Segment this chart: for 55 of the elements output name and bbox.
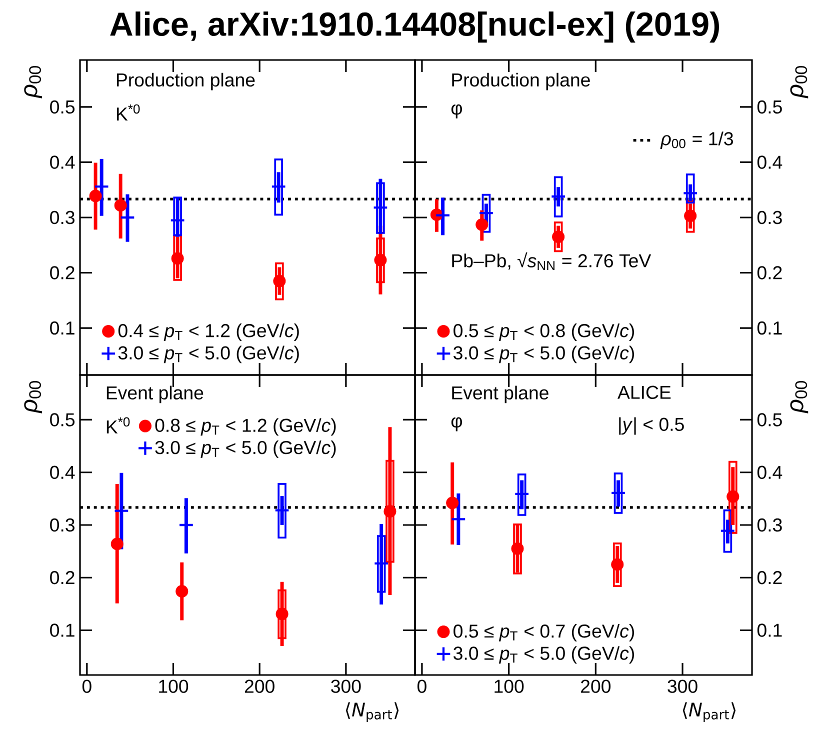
- y-tick-label: 0.2: [50, 571, 74, 584]
- y-tick-label: 0.3: [757, 518, 782, 532]
- x-tick-label: 200: [581, 680, 611, 693]
- y-axis-title: ρ$_{00}$: [24, 66, 42, 98]
- x-axis-title: ⟨N$_{part}$⟩: [346, 702, 399, 722]
- y-tick-label: 0.5: [50, 100, 75, 114]
- y-tick-label: 0.4: [757, 156, 782, 169]
- annotation: Production plane: [452, 72, 590, 90]
- legend-label: 0.8 ≤ p$_{T}$ < 1.2 (GeV/c): [155, 418, 336, 436]
- y-tick-label: 0.5: [50, 413, 75, 426]
- x-tick-label: 300: [668, 680, 698, 693]
- y-tick-label: 0.2: [757, 571, 782, 584]
- y-tick-label: 0.5: [757, 100, 782, 114]
- annotation: K$^{*0}$: [106, 417, 130, 434]
- legend-label: 0.5 ≤ p$_{T}$ < 0.7 (GeV/c): [454, 624, 634, 642]
- annotation: Production plane: [116, 72, 255, 90]
- chart-title: Alice, arXiv:1910.14408[nucl-ex] (2019): [110, 11, 719, 43]
- y-tick-label: 0.2: [50, 266, 74, 280]
- legend-label: 3.0 ≤ p$_{T}$ < 5.0 (GeV/c): [118, 346, 299, 364]
- y-tick-label: 0.4: [50, 466, 75, 479]
- annotation: |y| < 0.5: [619, 417, 684, 435]
- y-tick-label: 0.2: [757, 266, 782, 280]
- legend-label: 3.0 ≤ p$_{T}$ < 5.0 (GeV/c): [454, 346, 634, 364]
- y-axis-title: ρ$_{00}$: [790, 381, 808, 414]
- y-tick-label: 0.3: [757, 210, 782, 224]
- legend-label: 3.0 ≤ p$_{T}$ < 5.0 (GeV/c): [155, 440, 336, 458]
- y-tick-label: 0.3: [50, 518, 74, 532]
- y-tick-label: 0.4: [757, 466, 782, 479]
- x-tick-label: 100: [159, 680, 188, 693]
- y-axis-title: ρ$_{00}$: [24, 381, 42, 414]
- y-tick-label: 0.5: [757, 413, 782, 426]
- annotation: Event plane: [106, 386, 204, 404]
- y-tick-label: 0.3: [50, 210, 74, 224]
- annotation: φ: [451, 417, 462, 432]
- x-tick-label: 200: [244, 680, 274, 693]
- annotation: Pb–Pb, √s$_{NN}$ = 2.76 TeV: [452, 252, 652, 270]
- legend-label: 0.5 ≤ p$_{T}$ < 0.8 (GeV/c): [454, 324, 634, 341]
- x-tick-label: 0: [82, 680, 92, 693]
- y-tick-label: 0.1: [757, 624, 782, 637]
- x-tick-label: 100: [494, 680, 524, 693]
- x-tick-label: 300: [331, 680, 361, 693]
- y-axis-title: ρ$_{00}$: [790, 66, 808, 98]
- legend-label: ρ$_{00}$ = 1/3: [660, 132, 733, 150]
- annotation: K$^{*0}$: [116, 104, 140, 120]
- annotation: φ: [451, 104, 462, 118]
- legend-label: 3.0 ≤ p$_{T}$ < 5.0 (GeV/c): [454, 646, 634, 664]
- legend-label: 0.4 ≤ p$_{T}$ < 1.2 (GeV/c): [118, 324, 299, 341]
- y-tick-label: 0.1: [50, 321, 74, 335]
- x-axis-title: ⟨N$_{part}$⟩: [682, 702, 736, 722]
- x-tick-label: 0: [417, 680, 426, 693]
- annotation: Event plane: [452, 386, 548, 404]
- y-tick-label: 0.1: [757, 321, 782, 335]
- annotation: ALICE: [618, 386, 671, 399]
- y-tick-label: 0.4: [50, 156, 75, 169]
- y-tick-label: 0.1: [50, 624, 74, 637]
